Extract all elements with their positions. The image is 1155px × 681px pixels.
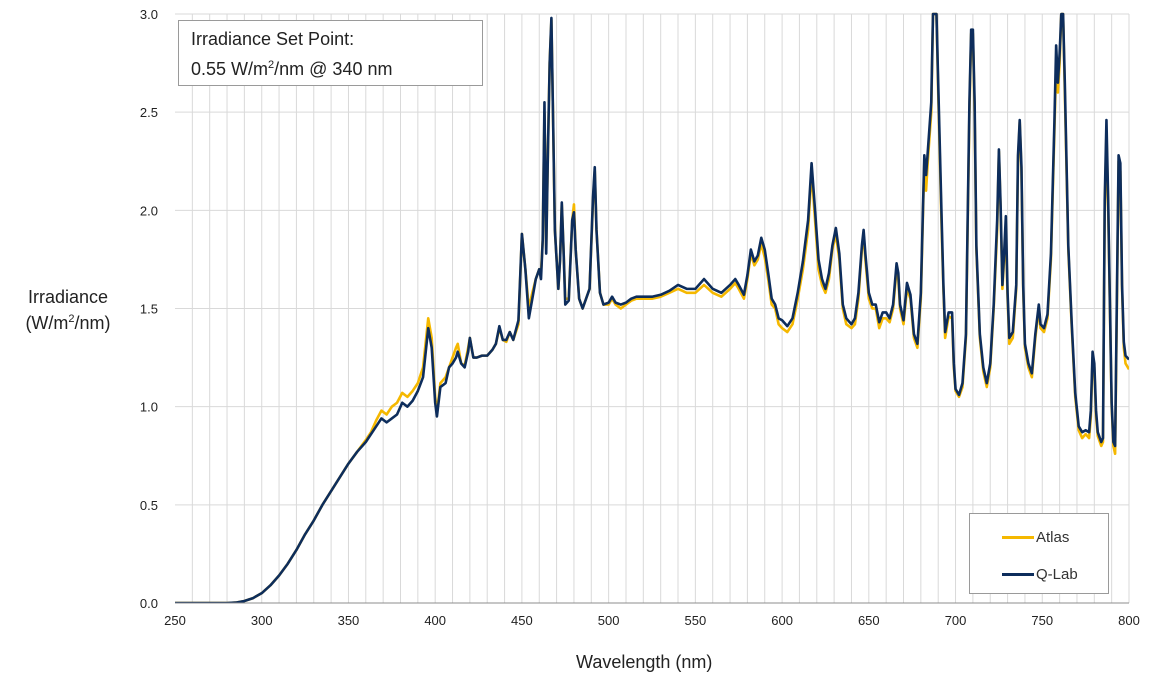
legend-swatch-qlab [1002, 572, 1034, 576]
y-axis-title-line1: Irradiance [27, 287, 109, 307]
y-tick-label: 0.5 [140, 498, 158, 513]
y-tick-label: 1.5 [140, 302, 158, 317]
annotation-line2: 0.55 W/m2/nm @ 340 nm [191, 52, 470, 82]
grid-lines [175, 13, 1130, 604]
y-tick-label: 2.5 [140, 105, 158, 120]
x-tick-label: 350 [338, 613, 360, 628]
annotation-line2-sup: 2 [268, 59, 275, 71]
y-axis-title: Irradiance (W/m2/nm) [4, 286, 132, 334]
x-tick-label: 500 [598, 613, 620, 628]
set-point-annotation: Irradiance Set Point: 0.55 W/m2/nm @ 340… [178, 20, 483, 86]
annotation-line2-post: /nm @ 340 nm [274, 59, 393, 79]
y-tick-label: 2.0 [140, 203, 158, 218]
annotation-line2-pre: 0.55 W/m [191, 59, 269, 79]
series-lines [175, 12, 1129, 603]
tick-labels: 250 300 350 400 450 500 550 600 650 700 750 800 0.0 0… [140, 7, 1140, 628]
legend-item-qlab: Q-Lab [1002, 564, 1078, 584]
x-tick-label: 250 [164, 613, 186, 628]
x-tick-label: 550 [685, 613, 707, 628]
y-axis-unit-sup: 2 [68, 313, 75, 325]
legend-swatch-atlas [1002, 535, 1034, 539]
x-tick-label: 700 [945, 613, 967, 628]
y-tick-label: 1.0 [140, 400, 158, 415]
x-tick-label: 600 [771, 613, 793, 628]
legend-label-atlas: Atlas [1036, 528, 1070, 546]
y-axis-unit-pre: (W/m [25, 313, 69, 333]
x-tick-label: 450 [511, 613, 533, 628]
series-line-q-lab [175, 12, 1129, 603]
legend-item-atlas: Atlas [1002, 527, 1069, 547]
x-axis-title: Wavelength (nm) [576, 652, 713, 672]
x-tick-label: 800 [1118, 613, 1140, 628]
y-axis-unit-post: /nm) [74, 313, 111, 333]
x-tick-label: 400 [424, 613, 446, 628]
y-tick-label: 0.0 [140, 596, 158, 611]
legend: Atlas Q-Lab [969, 513, 1109, 594]
annotation-line1: Irradiance Set Point: [191, 29, 355, 49]
x-tick-label: 300 [251, 613, 273, 628]
y-axis-title-line2: (W/m2/nm) [4, 308, 132, 334]
x-tick-label: 750 [1031, 613, 1053, 628]
y-tick-label: 3.0 [140, 7, 158, 22]
legend-label-qlab: Q-Lab [1036, 565, 1078, 583]
x-tick-label: 650 [858, 613, 880, 628]
